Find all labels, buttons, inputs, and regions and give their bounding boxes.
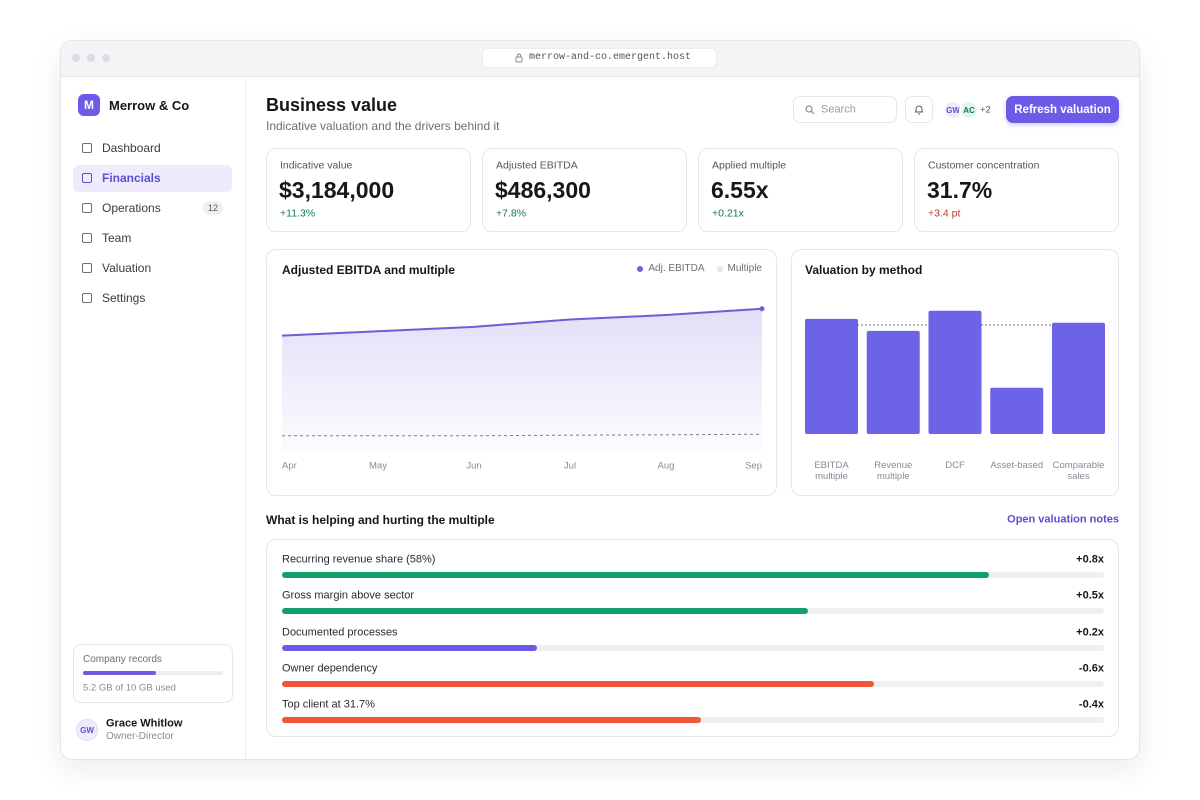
driver-label: Documented processes <box>282 625 398 638</box>
nav-item[interactable]: Team <box>102 230 132 245</box>
x-tick-label: Asset-based <box>990 460 1044 471</box>
window-dot <box>72 54 80 62</box>
kpi-delta: +0.21x <box>712 207 744 220</box>
kpi-label: Indicative value <box>280 159 353 172</box>
avatar-more: +2 <box>980 104 991 116</box>
driver-value: -0.4x <box>1078 698 1104 711</box>
nav-icon <box>82 143 92 153</box>
nav-icon <box>82 233 92 243</box>
driver-value: -0.6x <box>1078 662 1104 675</box>
nav-active-bg <box>73 165 232 192</box>
kpi-value: $486,300 <box>495 177 591 204</box>
user-avatar[interactable]: GW <box>76 719 98 741</box>
kpi-delta: +7.8% <box>496 207 527 220</box>
legend-item[interactable]: Multiple <box>716 263 762 274</box>
bell-icon <box>915 105 923 115</box>
bar-chart-card <box>791 249 1119 496</box>
notes-link[interactable]: Open valuation notes <box>1007 513 1119 526</box>
header-avatar[interactable]: AC <box>959 100 979 120</box>
storage-fill <box>83 671 156 675</box>
url-bar[interactable] <box>482 48 717 68</box>
nav-item[interactable]: Dashboard <box>102 140 161 155</box>
legend-item[interactable]: Adj. EBITDA <box>637 263 705 274</box>
legend-swatch <box>637 265 644 272</box>
kpi-delta: +11.3% <box>280 207 316 220</box>
lock-icon <box>515 53 523 63</box>
user-role: Owner-Director <box>106 731 174 742</box>
legend-label: Multiple <box>727 263 762 274</box>
kpi-value: 31.7% <box>927 177 993 204</box>
driver-bar <box>282 572 989 578</box>
driver-value: +0.8x <box>1076 553 1104 566</box>
nav-item[interactable]: Valuation <box>102 260 152 275</box>
window-dot <box>87 54 95 62</box>
nav-icon <box>82 263 92 273</box>
kpi-value: $3,184,000 <box>279 177 395 204</box>
driver-label: Top client at 31.7% <box>282 698 375 711</box>
notification-button[interactable] <box>905 96 933 123</box>
brand-logo: M <box>78 94 100 116</box>
nav-icon <box>82 293 92 303</box>
driver-label: Recurring revenue share (58%) <box>282 553 436 566</box>
driver-label: Owner dependency <box>282 662 378 675</box>
x-tick-label: EBITDA multiple <box>814 460 849 482</box>
sidebar-divider <box>245 76 246 759</box>
legend-label: Adj. EBITDA <box>648 263 705 274</box>
driver-value: +0.5x <box>1076 589 1104 602</box>
refresh-button[interactable]: Refresh valuation <box>1006 96 1119 123</box>
kpi-label: Adjusted EBITDA <box>496 159 578 172</box>
driver-bar <box>282 644 537 651</box>
storage-caption: 5.2 GB of 10 GB used <box>83 682 176 694</box>
legend-swatch <box>716 265 723 272</box>
nav-item[interactable]: Settings <box>102 290 146 305</box>
kpi-delta: +3.4 pt <box>928 207 961 220</box>
page-subtitle: Indicative valuation and the drivers beh… <box>266 118 500 133</box>
driver-label: Gross margin above sector <box>282 589 415 602</box>
url-text: merrow-and-co.emergent.host <box>529 52 692 63</box>
nav-item[interactable]: Financials <box>102 170 161 185</box>
storage-title: Company records <box>83 654 162 665</box>
section-title: What is helping and hurting the multiple <box>266 512 495 527</box>
driver-bar <box>282 608 809 615</box>
driver-track <box>282 644 1104 651</box>
window-dot <box>102 54 110 62</box>
nav-icon <box>82 173 92 183</box>
page-title: Business value <box>266 95 398 116</box>
kpi-card <box>266 148 471 232</box>
driver-bar <box>282 680 874 687</box>
search-placeholder: Search <box>821 103 856 116</box>
nav-item[interactable]: Operations <box>102 200 161 215</box>
legend: Adj. EBITDA Multiple <box>637 263 762 274</box>
user-name: Grace Whitlow <box>106 717 183 730</box>
line-chart-card <box>266 249 777 496</box>
search-icon <box>805 105 815 115</box>
chart-title: Adjusted EBITDA and multiple <box>282 262 455 277</box>
kpi-card <box>482 148 687 232</box>
x-tick-label: Revenue multiple <box>874 460 913 482</box>
driver-bar <box>282 717 702 723</box>
x-tick-label: DCF <box>945 460 965 471</box>
brand-name: Merrow & Co <box>109 98 190 114</box>
kpi-label: Applied multiple <box>712 159 787 172</box>
kpi-value: 6.55x <box>711 177 769 204</box>
search-box[interactable] <box>793 96 897 123</box>
x-tick-label: Comparable sales <box>1052 460 1105 482</box>
chart-title: Valuation by method <box>805 262 923 277</box>
nav-icon <box>82 203 92 213</box>
kpi-label: Customer concentration <box>928 159 1040 172</box>
kpi-card <box>914 148 1119 232</box>
driver-value: +0.2x <box>1076 625 1104 638</box>
nav-badge: 12 <box>203 201 224 215</box>
kpi-card <box>698 148 903 232</box>
